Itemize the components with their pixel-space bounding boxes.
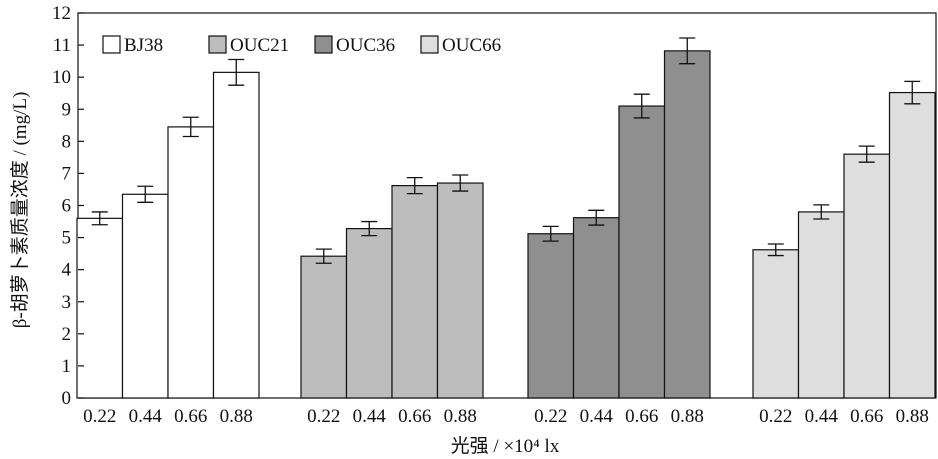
legend-label: BJ38 bbox=[124, 35, 163, 56]
x-tick-label: 0.22 bbox=[534, 406, 567, 427]
x-tick-label: 0.88 bbox=[444, 406, 477, 427]
x-tick-label: 0.66 bbox=[625, 406, 658, 427]
bar bbox=[212, 71, 260, 399]
bar bbox=[436, 182, 484, 399]
legend: BJ38 OUC21 OUC36 OUC66 bbox=[102, 35, 501, 56]
bar bbox=[843, 153, 891, 399]
bar bbox=[391, 185, 439, 399]
bar bbox=[121, 193, 169, 399]
x-tick-labels: 0.22 0.44 0.66 0.88 0.22 0.44 0.66 0.88 0.22 0.44… bbox=[83, 406, 929, 427]
bar bbox=[797, 211, 845, 399]
y-tick-label: 9 bbox=[62, 99, 72, 120]
error-bars-layer bbox=[91, 37, 921, 264]
legend-label: OUC66 bbox=[442, 35, 501, 56]
x-tick-label: 0.22 bbox=[83, 406, 116, 427]
bar bbox=[572, 217, 620, 399]
x-tick-label: 0.44 bbox=[129, 406, 163, 427]
bar bbox=[618, 105, 666, 399]
x-tick-label: 0.22 bbox=[759, 406, 792, 427]
legend-swatch bbox=[102, 35, 121, 54]
y-tick-label: 1 bbox=[62, 356, 72, 377]
bars-layer bbox=[76, 50, 936, 399]
y-tick-label: 6 bbox=[62, 196, 72, 217]
legend-swatch bbox=[208, 35, 227, 54]
y-axis-label: β-胡萝卜素质量浓度 / (mg/L) bbox=[9, 92, 31, 329]
y-tick-label: 10 bbox=[52, 67, 71, 88]
x-tick-label: 0.88 bbox=[671, 406, 704, 427]
bar bbox=[300, 255, 348, 399]
x-tick-label: 0.44 bbox=[353, 406, 387, 427]
legend-label: OUC36 bbox=[336, 35, 395, 56]
bar bbox=[663, 50, 711, 399]
y-tick-label: 7 bbox=[62, 163, 72, 184]
bar bbox=[888, 91, 936, 399]
x-tick-label: 0.44 bbox=[580, 406, 614, 427]
legend-label: OUC21 bbox=[230, 35, 289, 56]
y-tick-label: 5 bbox=[62, 228, 72, 249]
y-tick-label: 2 bbox=[62, 324, 72, 345]
bar bbox=[527, 233, 575, 399]
x-tick-label: 0.22 bbox=[307, 406, 340, 427]
y-tick-label: 12 bbox=[52, 3, 71, 24]
y-tick-label: 0 bbox=[62, 388, 72, 409]
bar bbox=[345, 228, 393, 399]
legend-swatch bbox=[314, 35, 333, 54]
y-tick-label: 4 bbox=[62, 260, 72, 281]
x-tick-label: 0.66 bbox=[398, 406, 431, 427]
bar bbox=[167, 126, 215, 399]
x-tick-label: 0.88 bbox=[220, 406, 253, 427]
bar bbox=[752, 249, 800, 399]
bar bbox=[76, 217, 124, 399]
x-axis-label: 光强 / ×10⁴ lx bbox=[451, 435, 560, 457]
x-tick-label: 0.66 bbox=[174, 406, 207, 427]
x-tick-label: 0.44 bbox=[805, 406, 839, 427]
x-tick-label: 0.66 bbox=[850, 406, 883, 427]
y-tick-label: 8 bbox=[62, 131, 72, 152]
legend-swatch bbox=[420, 35, 439, 54]
y-tick-label: 3 bbox=[62, 292, 72, 313]
x-tick-label: 0.88 bbox=[896, 406, 929, 427]
y-tick-label: 11 bbox=[53, 35, 71, 56]
